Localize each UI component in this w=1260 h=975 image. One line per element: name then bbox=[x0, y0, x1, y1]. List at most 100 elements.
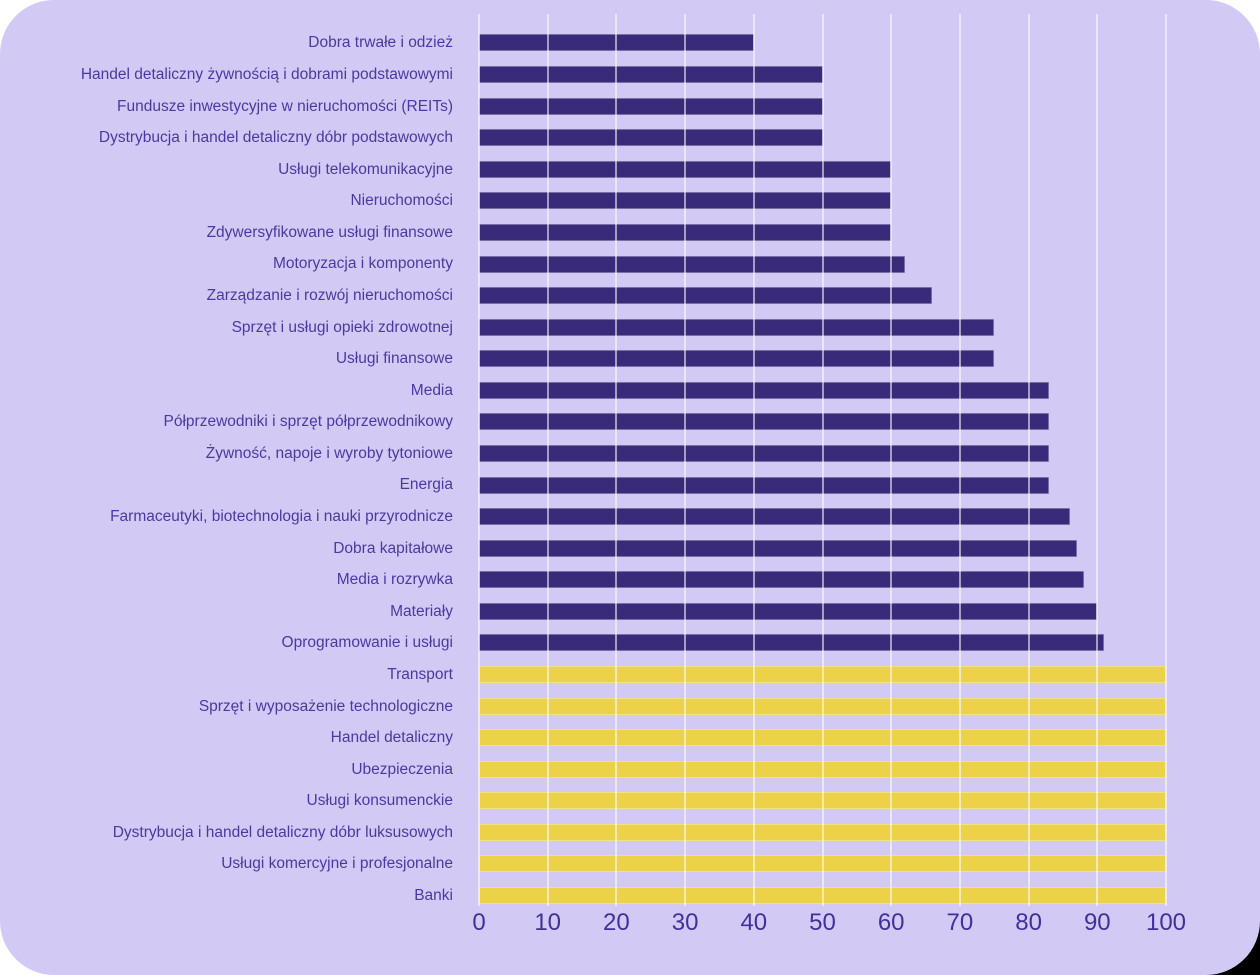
bar-row: Handel detaliczny żywnością i dobrami po… bbox=[0, 59, 1260, 91]
bar-track bbox=[479, 729, 1166, 747]
bar bbox=[479, 287, 933, 305]
bar bbox=[479, 34, 754, 52]
x-tick-label: 40 bbox=[740, 909, 768, 936]
bar-track bbox=[479, 34, 1166, 52]
bar-row: Nieruchomości bbox=[0, 185, 1260, 217]
category-label: Żywność, napoje i wyroby tytoniowe bbox=[205, 444, 453, 462]
x-tick-label: 90 bbox=[1083, 909, 1111, 936]
x-tick-label: 70 bbox=[946, 909, 974, 936]
bar-row: Motoryzacja i komponenty bbox=[0, 248, 1260, 280]
category-label: Handel detaliczny żywnością i dobrami po… bbox=[80, 66, 453, 84]
category-label: Transport bbox=[387, 665, 453, 683]
bar-row: Oprogramowanie i usługi bbox=[0, 627, 1260, 659]
bar-row: Sprzęt i usługi opieki zdrowotnej bbox=[0, 311, 1260, 343]
bar-row: Farmaceutyki, biotechnologia i nauki prz… bbox=[0, 501, 1260, 533]
bar bbox=[479, 886, 1166, 904]
bar bbox=[479, 571, 1084, 589]
bar bbox=[479, 223, 892, 241]
bar-row: Media i rozrywka bbox=[0, 564, 1260, 596]
bar-row: Dobra kapitałowe bbox=[0, 532, 1260, 564]
bar-row: Transport bbox=[0, 659, 1260, 691]
bar-track bbox=[479, 539, 1166, 557]
bar bbox=[479, 476, 1050, 494]
bar-row: Handel detaliczny bbox=[0, 722, 1260, 754]
bar-track bbox=[479, 665, 1166, 683]
bar-track bbox=[479, 602, 1166, 620]
bar-track bbox=[479, 192, 1166, 210]
category-label: Zdywersyfikowane usługi finansowe bbox=[206, 223, 453, 241]
bar-track bbox=[479, 287, 1166, 305]
category-label: Materiały bbox=[390, 602, 453, 620]
category-label: Oprogramowanie i usługi bbox=[281, 634, 453, 652]
category-label: Półprzewodniki i sprzęt półprzewodnikowy bbox=[163, 413, 453, 431]
bar-track bbox=[479, 508, 1166, 526]
bar bbox=[479, 160, 892, 178]
category-label: Usługi telekomunikacyjne bbox=[278, 160, 453, 178]
category-label: Banki bbox=[414, 886, 453, 904]
bar bbox=[479, 729, 1166, 747]
x-tick-label: 60 bbox=[877, 909, 905, 936]
bar bbox=[479, 444, 1050, 462]
bar-track bbox=[479, 760, 1166, 778]
bar bbox=[479, 129, 823, 147]
bar-track bbox=[479, 381, 1166, 399]
bar bbox=[479, 97, 823, 115]
bar-row: Materiały bbox=[0, 596, 1260, 628]
category-label: Usługi komercyjne i profesjonalne bbox=[221, 855, 453, 873]
category-label: Fundusze inwestycyjne w nieruchomości (R… bbox=[117, 97, 453, 115]
bar bbox=[479, 602, 1098, 620]
bar-track bbox=[479, 160, 1166, 178]
bar bbox=[479, 823, 1166, 841]
bar bbox=[479, 760, 1166, 778]
x-tick-label: 50 bbox=[809, 909, 836, 936]
bar bbox=[479, 665, 1166, 683]
bar bbox=[479, 381, 1050, 399]
bar-row: Usługi telekomunikacyjne bbox=[0, 154, 1260, 186]
x-tick-label: 0 bbox=[472, 909, 486, 936]
x-tick-label: 80 bbox=[1015, 909, 1042, 936]
category-label: Dobra kapitałowe bbox=[333, 539, 453, 557]
category-label: Ubezpieczenia bbox=[351, 760, 453, 778]
category-label: Sprzęt i wyposażenie technologiczne bbox=[198, 697, 453, 715]
bar-track bbox=[479, 634, 1166, 652]
category-label: Usługi finansowe bbox=[335, 350, 453, 368]
category-label: Zarządzanie i rozwój nieruchomości bbox=[206, 287, 453, 305]
bar-row: Usługi konsumenckie bbox=[0, 785, 1260, 817]
bar-row: Usługi finansowe bbox=[0, 343, 1260, 375]
bar-row: Dobra trwałe i odzież bbox=[0, 27, 1260, 59]
bar-track bbox=[479, 318, 1166, 336]
bar-track bbox=[479, 823, 1166, 841]
category-label: Handel detaliczny bbox=[330, 729, 453, 747]
bar bbox=[479, 634, 1105, 652]
bar-row: Dystrybucja i handel detaliczny dóbr pod… bbox=[0, 122, 1260, 154]
bar bbox=[479, 855, 1166, 873]
category-label: Dystrybucja i handel detaliczny dóbr pod… bbox=[98, 129, 453, 147]
category-label: Energia bbox=[399, 476, 453, 494]
bar-track bbox=[479, 223, 1166, 241]
bar bbox=[479, 413, 1050, 431]
bar bbox=[479, 318, 995, 336]
bar-track bbox=[479, 792, 1166, 810]
bar-track bbox=[479, 444, 1166, 462]
x-axis: 0 10 20 30 40 50 60 70 80 90 100 bbox=[0, 905, 1260, 943]
category-label: Media i rozrywka bbox=[336, 571, 453, 589]
bar-track bbox=[479, 66, 1166, 84]
bar-track bbox=[479, 255, 1166, 273]
bar-row: Żywność, napoje i wyroby tytoniowe bbox=[0, 438, 1260, 470]
bar bbox=[479, 697, 1166, 715]
category-label: Nieruchomości bbox=[350, 192, 453, 210]
category-label: Dystrybucja i handel detaliczny dóbr luk… bbox=[112, 823, 453, 841]
bar-track bbox=[479, 97, 1166, 115]
category-label: Media bbox=[410, 381, 453, 399]
x-tick-label: 10 bbox=[534, 909, 562, 936]
bar bbox=[479, 539, 1077, 557]
bar-track bbox=[479, 855, 1166, 873]
category-label: Dobra trwałe i odzież bbox=[308, 34, 453, 52]
x-tick-label: 30 bbox=[671, 909, 699, 936]
bar-row: Sprzęt i wyposażenie technologiczne bbox=[0, 690, 1260, 722]
bar bbox=[479, 350, 995, 368]
bar-row: Półprzewodniki i sprzęt półprzewodnikowy bbox=[0, 406, 1260, 438]
bar bbox=[479, 192, 892, 210]
